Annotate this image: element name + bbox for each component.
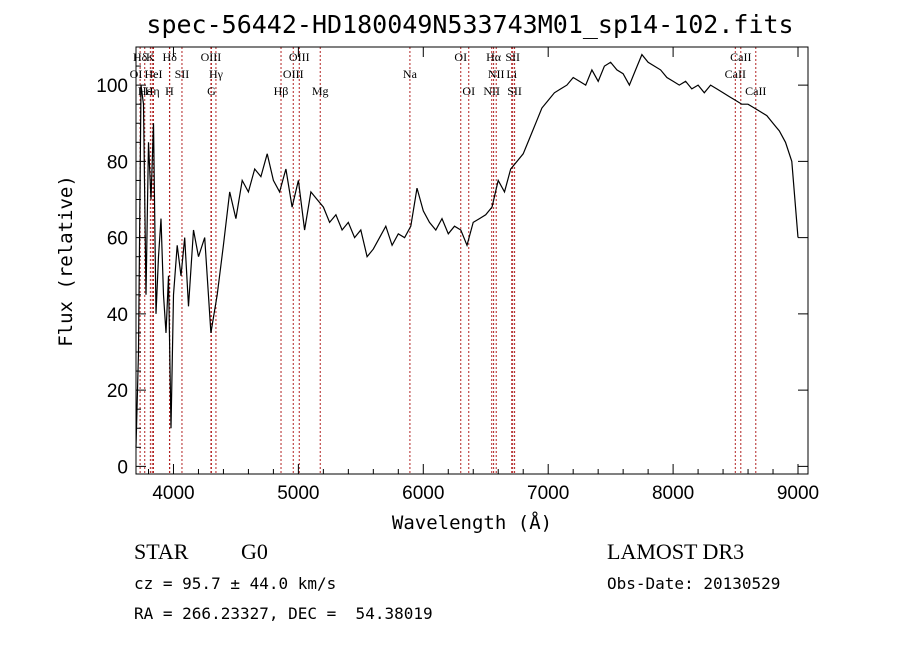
y-tick-label: 0 [117,457,128,478]
survey-name: LAMOST DR3 [607,539,745,564]
obs-date: Obs-Date: 20130529 [607,574,781,593]
x-tick-label: 9000 [777,483,819,504]
redshift-text: cz = 95.7 ± 44.0 km/s [134,574,337,593]
y-axis-ticks: 0 20 40 60 80 100 [96,65,808,478]
spectral-line-label: Hδ [133,50,148,64]
spectral-line-label: Hα [486,50,502,64]
y-tick-label: 60 [107,229,128,250]
spectral-line-label: G [207,84,216,98]
spectral-line-label: SII [175,67,190,81]
y-tick-label: 100 [96,76,128,97]
spectral-line-label: H [165,84,174,98]
x-tick-label: 6000 [402,483,444,504]
spectral-line-label: SII [505,50,520,64]
spectral-line-markers [135,47,757,474]
y-tick-label: 80 [107,152,128,173]
x-tick-label: 5000 [277,483,319,504]
x-tick-label: 4000 [152,483,194,504]
y-axis-label: Flux (relative) [55,175,77,347]
spectral-line-label: HeI [144,67,162,81]
spectral-line-label: NII [488,67,505,81]
coordinates: RA = 266.23327, DEC = 54.38019 [134,604,433,623]
spectral-line-label: OI [462,84,475,98]
spectral-line-label: OIII [283,67,304,81]
spectral-line-label: SII [507,84,522,98]
y-tick-label: 20 [107,381,128,402]
chart-title: spec-56442-HD180049N533743M01_sp14-102.f… [146,10,793,39]
spectral-line-label: OIII [289,50,310,64]
x-axis-ticks: 4000 5000 6000 7000 8000 9000 [147,47,819,504]
spectral-line-label: NII [483,84,500,98]
x-tick-label: 7000 [527,483,569,504]
y-tick-label: 40 [107,305,128,326]
spectral-line-label: Hδ [163,50,178,64]
spectral-line-label: K [146,50,155,64]
spectral-line-label: Hη [145,84,160,98]
spectral-line-label: Na [403,67,418,81]
spectral-line-label: CaII [730,50,751,64]
spectral-line-label: Hγ [209,67,224,81]
x-tick-label: 8000 [652,483,694,504]
spectral-line-label: CaII [745,84,766,98]
spectral-line-label: Hβ [274,84,289,98]
plot-frame [135,46,809,475]
spectral-line-label: OI [454,50,467,64]
flux-series-line [135,53,799,448]
spectral-line-label: CaII [725,67,746,81]
x-axis-label: Wavelength (Å) [392,511,552,534]
spectral-line-label: Mg [312,84,329,98]
object-class: STAR [134,539,189,564]
spectral-line-label: OIII [201,50,222,64]
object-subclass: G0 [241,539,268,564]
spectral-line-label: Li [506,67,517,81]
